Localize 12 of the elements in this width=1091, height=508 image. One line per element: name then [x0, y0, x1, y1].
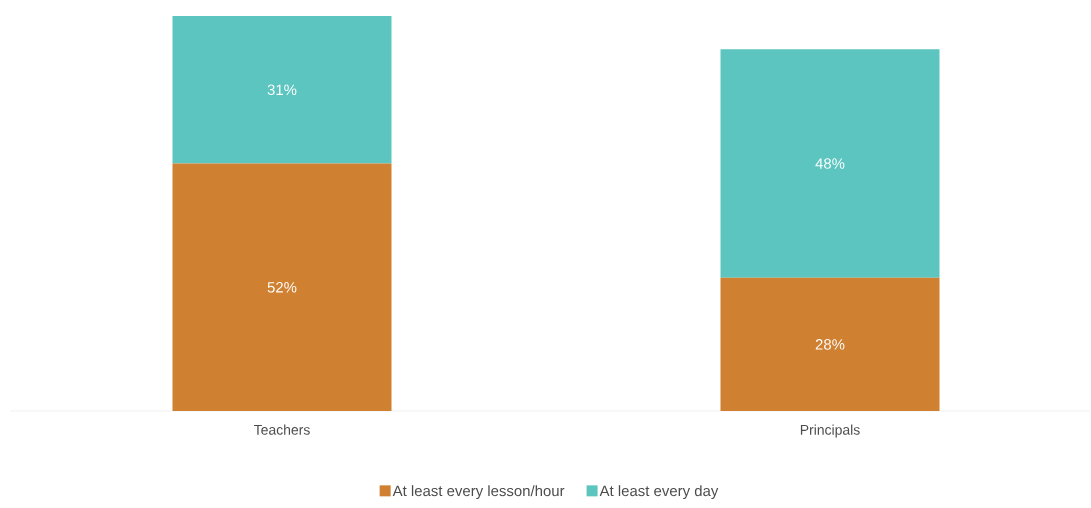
legend-label: At least every day [599, 485, 719, 500]
legend-label: At least every lesson/hour [392, 485, 565, 500]
data-label: 52% [267, 281, 297, 293]
data-label: 28% [815, 339, 845, 350]
bar [172, 163, 392, 411]
data-label: 48% [815, 158, 845, 169]
x-tick-label: Principals [800, 424, 860, 438]
bar [720, 49, 940, 278]
bar [172, 16, 392, 164]
bar [720, 277, 940, 411]
data-label: 31% [267, 84, 297, 96]
x-tick-label: Teachers [254, 424, 310, 435]
